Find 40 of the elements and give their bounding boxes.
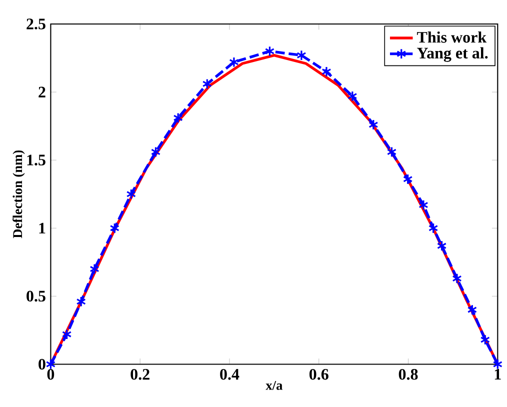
point — [264, 46, 275, 57]
point — [492, 358, 502, 370]
point — [348, 90, 358, 102]
y-tick-label: 0 — [38, 358, 46, 370]
point — [368, 119, 378, 130]
point — [62, 328, 72, 340]
point — [126, 188, 136, 200]
point — [76, 296, 86, 308]
point — [402, 174, 413, 185]
y-tick-label: 1 — [39, 222, 46, 234]
legend-label: This work — [417, 31, 487, 43]
point — [386, 146, 397, 158]
point — [150, 146, 161, 158]
y-tick-label: 2 — [38, 86, 46, 98]
x-tick-label: 0.6 — [309, 368, 328, 380]
point — [202, 78, 212, 90]
point — [418, 200, 428, 211]
y-tick-label: 1.5 — [27, 154, 46, 166]
point — [229, 56, 239, 68]
x-tick-label: 0.4 — [220, 368, 240, 380]
point — [90, 264, 100, 274]
x-tick-label: 0.8 — [398, 368, 418, 380]
point — [452, 273, 462, 284]
legend-label: Yang et al. — [417, 47, 488, 62]
point — [480, 334, 490, 346]
x-tick-label: 0 — [47, 368, 54, 380]
point — [46, 358, 56, 370]
x-axis-title: x/a — [266, 381, 283, 390]
x-tick-label: 1 — [494, 368, 501, 380]
y-axis-title: Deflection (nm) — [12, 150, 25, 238]
x-tick-label: 0.2 — [130, 368, 150, 380]
point — [296, 50, 306, 61]
point — [322, 66, 332, 78]
point — [173, 112, 183, 124]
point — [428, 222, 438, 234]
point — [467, 304, 478, 316]
y-tick-label: 0.5 — [26, 290, 46, 302]
point — [436, 240, 447, 252]
y-tick-label: 2.5 — [26, 18, 46, 30]
point — [110, 222, 120, 234]
